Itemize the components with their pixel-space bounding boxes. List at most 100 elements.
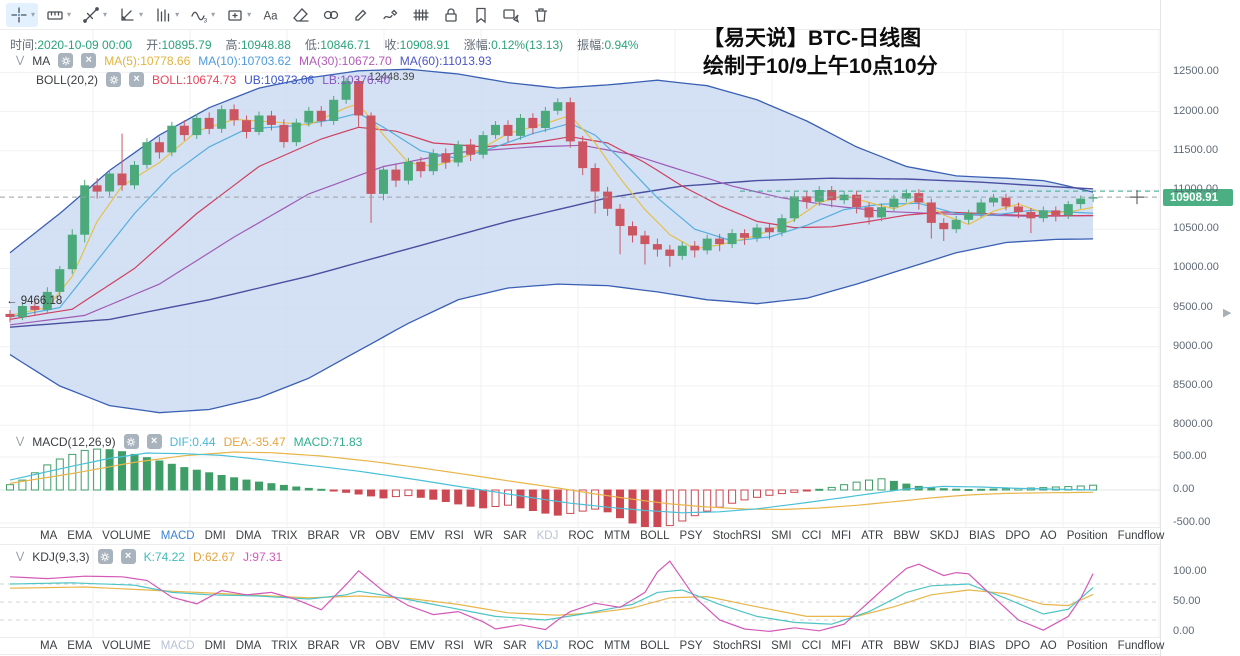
trash-tool[interactable] xyxy=(528,3,554,27)
tab-volume[interactable]: VOLUME xyxy=(102,530,151,542)
macd-pane-canvas[interactable] xyxy=(0,432,1160,527)
tab-atr[interactable]: ATR xyxy=(861,530,884,542)
highlighter-tool[interactable] xyxy=(348,3,374,27)
tab-ma[interactable]: MA xyxy=(40,530,58,542)
indicator-settings-button[interactable] xyxy=(97,549,113,564)
tab-smi[interactable]: SMI xyxy=(771,530,792,542)
tab-boll[interactable]: BOLL xyxy=(640,530,670,542)
trendline-tool[interactable]: ▾ xyxy=(78,3,110,27)
dropdown-caret-icon[interactable]: ▾ xyxy=(103,10,108,19)
indicator-settings-button[interactable] xyxy=(58,53,74,68)
tab-sar[interactable]: SAR xyxy=(502,640,527,652)
tab-position[interactable]: Position xyxy=(1066,530,1108,542)
tab-vr[interactable]: VR xyxy=(349,640,366,652)
kdj-pane-canvas[interactable] xyxy=(0,546,1160,637)
tab-fundflow[interactable]: Fundflow xyxy=(1117,640,1165,652)
tab-ema[interactable]: EMA xyxy=(67,530,93,542)
tab-sar[interactable]: SAR xyxy=(502,530,527,542)
tab-macd[interactable]: MACD xyxy=(160,640,195,652)
dropdown-caret-icon[interactable]: ▾ xyxy=(139,10,144,19)
dropdown-caret-icon[interactable]: ▾ xyxy=(175,10,180,19)
tab-wr[interactable]: WR xyxy=(473,530,493,542)
tab-dma[interactable]: DMA xyxy=(235,530,262,542)
price-axis-column[interactable]: 10908.91 ▶ 12500.00 12000.00 11500.00 11000… xyxy=(1160,0,1240,656)
tab-ma[interactable]: MA xyxy=(40,640,58,652)
tab-bias[interactable]: BIAS xyxy=(968,530,996,542)
dropdown-caret-icon[interactable]: ▾ xyxy=(211,10,216,19)
tab-smi[interactable]: SMI xyxy=(771,640,792,652)
tab-brar[interactable]: BRAR xyxy=(307,530,340,542)
indicator-settings-button[interactable] xyxy=(106,72,122,87)
collapse-chevron-icon[interactable]: ⋁ xyxy=(16,54,25,66)
tab-trix[interactable]: TRIX xyxy=(271,530,298,542)
tab-trix[interactable]: TRIX xyxy=(271,640,298,652)
tab-volume[interactable]: VOLUME xyxy=(102,640,151,652)
tab-mtm[interactable]: MTM xyxy=(603,640,631,652)
tab-obv[interactable]: OBV xyxy=(375,640,400,652)
tab-emv[interactable]: EMV xyxy=(409,640,435,652)
tab-stochrsi[interactable]: StochRSI xyxy=(712,640,762,652)
main-price-chart-canvas[interactable]: 12448.39 ← 9466.18 xyxy=(0,30,1160,432)
collapse-chevron-icon[interactable]: ⋁ xyxy=(16,550,25,562)
tab-kdj[interactable]: KDJ xyxy=(536,530,559,542)
tab-dpo[interactable]: DPO xyxy=(1005,640,1031,652)
dropdown-caret-icon[interactable]: ▾ xyxy=(31,10,36,19)
indicator-close-button[interactable]: × xyxy=(129,72,145,87)
tab-dma[interactable]: DMA xyxy=(235,640,262,652)
tab-dpo[interactable]: DPO xyxy=(1005,530,1031,542)
lock-tool[interactable] xyxy=(438,3,464,27)
tab-ema[interactable]: EMA xyxy=(67,640,93,652)
dropdown-caret-icon[interactable]: ▾ xyxy=(67,10,72,19)
tab-bbw[interactable]: BBW xyxy=(893,530,920,542)
crosshair-tool[interactable]: ▾ xyxy=(6,2,39,27)
tab-stochrsi[interactable]: StochRSI xyxy=(712,530,762,542)
tab-dmi[interactable]: DMI xyxy=(204,640,226,652)
tab-ao[interactable]: AO xyxy=(1040,640,1057,652)
tab-mfi[interactable]: MFI xyxy=(831,640,852,652)
tab-atr[interactable]: ATR xyxy=(861,640,884,652)
tab-bias[interactable]: BIAS xyxy=(968,640,996,652)
tab-psy[interactable]: PSY xyxy=(679,640,703,652)
tab-bbw[interactable]: BBW xyxy=(893,640,920,652)
tab-roc[interactable]: ROC xyxy=(568,530,594,542)
wave-tool[interactable]: 3 ▾ xyxy=(186,3,218,27)
tab-kdj[interactable]: KDJ xyxy=(536,640,559,652)
tab-roc[interactable]: ROC xyxy=(568,640,594,652)
tab-position[interactable]: Position xyxy=(1066,640,1108,652)
measure-tool[interactable]: ▾ xyxy=(42,3,74,27)
tab-wr[interactable]: WR xyxy=(473,640,493,652)
indicator-close-button[interactable]: × xyxy=(120,549,136,564)
tab-emv[interactable]: EMV xyxy=(409,530,435,542)
tab-obv[interactable]: OBV xyxy=(375,530,400,542)
eraser-tool[interactable] xyxy=(288,3,314,27)
indicator-close-button[interactable]: × xyxy=(81,53,97,68)
tab-psy[interactable]: PSY xyxy=(679,530,703,542)
tab-cci[interactable]: CCI xyxy=(801,640,822,652)
angle-tool[interactable]: ▾ xyxy=(114,3,146,27)
indicator-settings-button[interactable] xyxy=(123,434,139,449)
pattern-tool[interactable] xyxy=(408,3,434,27)
indicator-close-button[interactable]: × xyxy=(146,434,162,449)
tab-skdj[interactable]: SKDJ xyxy=(929,530,959,542)
axis-scroll-arrow-icon[interactable]: ▶ xyxy=(1223,307,1232,319)
collapse-chevron-icon[interactable]: ⋁ xyxy=(16,435,25,447)
long-position-tool[interactable]: ▾ xyxy=(222,3,254,27)
dropdown-caret-icon[interactable]: ▾ xyxy=(247,10,252,19)
tab-cci[interactable]: CCI xyxy=(801,530,822,542)
tab-rsi[interactable]: RSI xyxy=(444,640,464,652)
tab-mfi[interactable]: MFI xyxy=(831,530,852,542)
tab-ao[interactable]: AO xyxy=(1040,530,1057,542)
tab-rsi[interactable]: RSI xyxy=(444,530,464,542)
volume-profile-tool[interactable]: ▾ xyxy=(150,3,182,27)
tab-vr[interactable]: VR xyxy=(349,530,366,542)
tab-dmi[interactable]: DMI xyxy=(204,530,226,542)
tab-mtm[interactable]: MTM xyxy=(603,530,631,542)
bookmark-tool[interactable] xyxy=(468,3,494,27)
tab-boll[interactable]: BOLL xyxy=(640,640,670,652)
tab-brar[interactable]: BRAR xyxy=(307,640,340,652)
linked-circles-tool[interactable] xyxy=(318,3,344,27)
snapshot-tool[interactable] xyxy=(498,3,524,27)
text-tool[interactable]: Aa xyxy=(258,3,284,27)
tab-skdj[interactable]: SKDJ xyxy=(929,640,959,652)
freehand-draw-tool[interactable] xyxy=(378,3,404,27)
